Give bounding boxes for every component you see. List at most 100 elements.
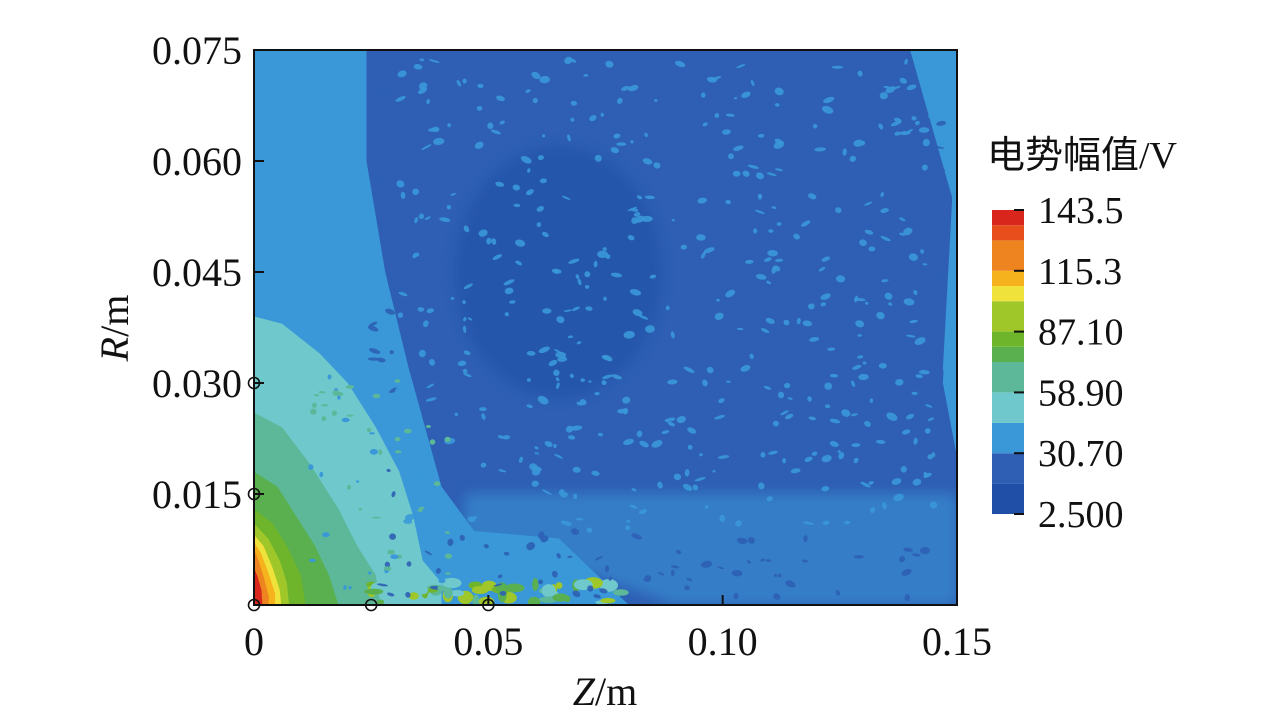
speckle [736,327,744,331]
speckle [602,247,607,251]
plume-speckle [371,516,381,519]
axis-strip-blob [377,599,385,605]
speckle [728,153,734,160]
speckle [718,398,725,404]
speckle [682,483,693,491]
plume-speckle [320,404,329,407]
speckle [865,301,869,305]
speckle [611,374,622,380]
speckle [593,260,598,268]
y-tick-label: 0.015 [152,472,242,517]
speckle [567,134,571,142]
speckle [735,520,742,527]
speckle [775,258,784,262]
speckle [757,133,765,138]
plume-speckle [378,449,383,456]
speckle [447,123,452,128]
speckle [919,546,930,555]
speckle [569,373,574,379]
speckle [463,225,470,233]
speckle [772,420,779,427]
speckle [539,75,550,84]
speckle [387,592,395,597]
speckle [474,141,484,149]
speckle [667,379,678,385]
speckle [918,127,930,133]
plume-speckle [327,374,332,380]
speckle [920,249,925,254]
speckle [428,358,436,366]
axis-strip-blob [472,594,480,605]
speckle [630,140,634,144]
speckle [807,396,812,402]
speckle [862,361,867,365]
speckle [764,257,772,262]
speckle [657,481,663,489]
speckle [922,138,930,147]
speckle [425,397,437,402]
speckle [527,168,531,173]
speckle [740,365,751,372]
speckle [395,385,407,394]
speckle [457,360,467,367]
speckle [923,472,932,478]
speckle [414,217,418,224]
speckle [568,435,576,440]
speckle [570,425,583,431]
speckle [561,195,571,201]
plume-speckle [367,571,372,575]
axis-strip-blob [552,593,569,602]
speckle [653,162,661,169]
speckle [491,238,497,245]
speckle [932,248,938,255]
speckle [714,415,726,420]
speckle [557,356,568,362]
plume-speckle [431,547,439,551]
speckle [395,96,406,102]
speckle [504,312,509,317]
speckle [490,129,501,135]
speckle [717,455,730,459]
speckle [733,145,744,152]
speckle [818,267,826,272]
speckle [921,164,928,171]
speckle [782,458,787,464]
speckle-noise [308,56,947,602]
speckle [796,317,801,325]
speckle [725,199,731,205]
speckle [835,275,846,283]
speckle [368,348,381,354]
speckle [881,279,889,283]
speckle [504,287,514,295]
speckle [829,440,839,448]
speckle [405,591,411,598]
speckle [765,317,775,324]
plume-speckle [403,428,412,434]
colorbar-level [992,301,1024,332]
speckle [644,132,648,138]
speckle [827,347,836,351]
speckle [785,580,796,588]
plume-speckle [445,572,451,575]
speckle [902,429,911,435]
speckle [884,292,893,300]
speckle [858,373,869,381]
speckle [572,590,581,598]
speckle [914,120,920,126]
speckle [397,70,407,78]
speckle [638,314,649,320]
speckle [513,203,521,208]
speckle [570,100,578,106]
speckle [567,335,574,339]
speckle [701,92,706,98]
plume-speckle [331,410,337,416]
speckle [417,87,428,94]
probe-markers [247,376,495,612]
speckle [667,421,676,427]
speckle [576,341,582,345]
speckle [687,427,697,434]
speckle [597,250,608,259]
speckle [760,452,766,458]
axis-strip-blob [555,582,563,589]
speckle [741,91,751,99]
